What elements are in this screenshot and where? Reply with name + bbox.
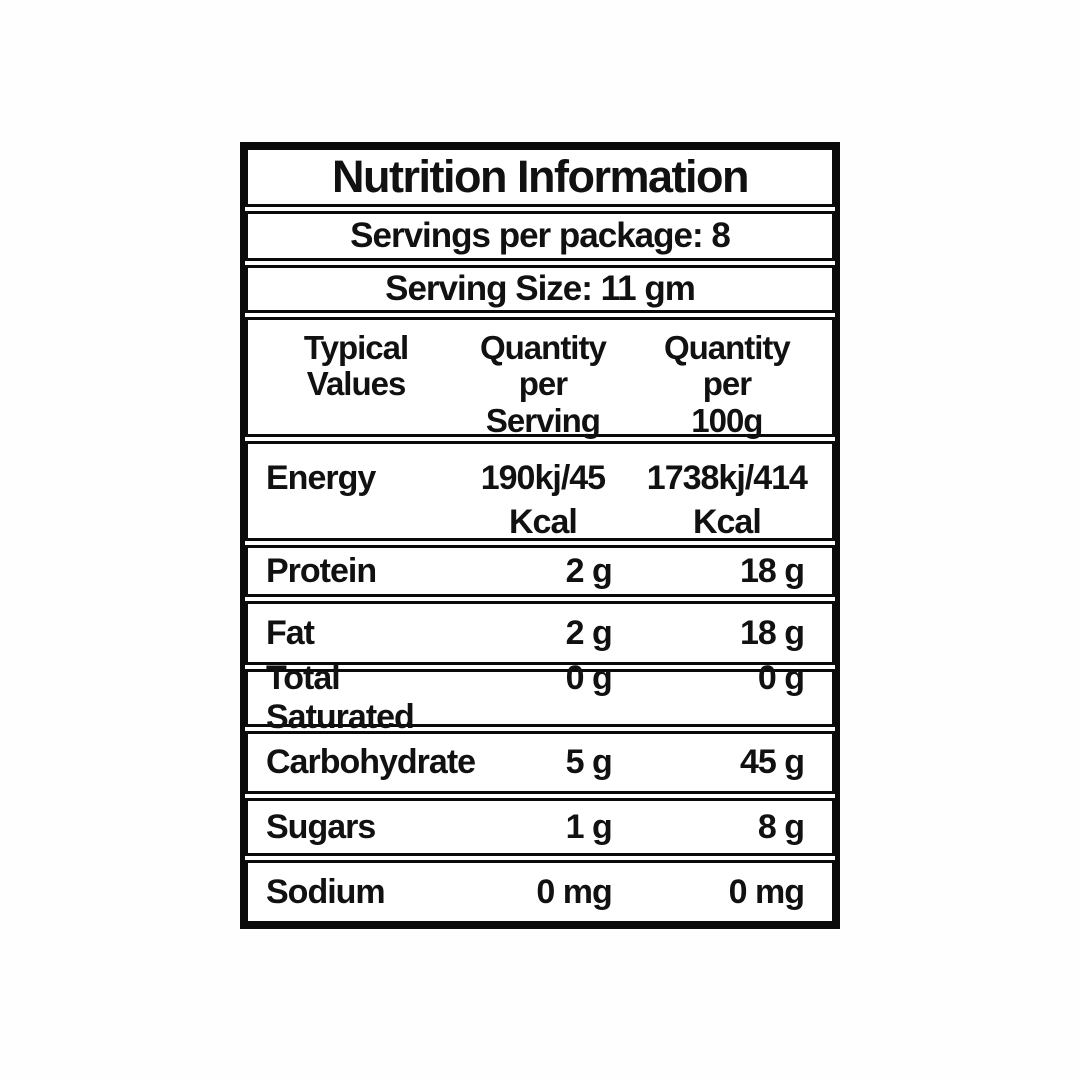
energy-per-100g: 1738kj/414 Kcal: [646, 459, 808, 542]
total-saturated-per-100g: 0 g: [757, 659, 805, 697]
title-row: Nutrition Information: [245, 147, 835, 207]
label-title: Nutrition Information: [332, 151, 749, 202]
servings-per-package-row: Servings per package: 8: [245, 211, 835, 261]
row-energy: Energy 190kj/45 Kcal 1738kj/414 Kcal: [245, 441, 835, 541]
header-typical-values: Typical Values: [303, 329, 409, 403]
row-protein: Protein 2 g 18 g: [245, 545, 835, 597]
row-sugars: Sugars 1 g 8 g: [245, 798, 835, 856]
carbohydrate-per-100g: 45 g: [739, 743, 805, 781]
row-total-saturated: Total Saturated 0 g 0 g: [245, 659, 835, 736]
serving-size-row: Serving Size: 11 gm: [245, 265, 835, 313]
carbohydrate-name: Carbohydrate: [266, 743, 476, 781]
header-quantity-per-serving: Quantity per Serving: [479, 329, 607, 439]
fat-per-serving: 2 g: [565, 613, 613, 652]
protein-per-100g: 18 g: [739, 551, 805, 590]
serving-size-text: Serving Size: 11 gm: [385, 269, 696, 308]
carbohydrate-per-serving: 5 g: [565, 743, 613, 781]
column-header-row: Typical Values Quantity per Serving Quan…: [245, 317, 835, 439]
row-energy-cells: Energy 190kj/45 Kcal 1738kj/414 Kcal: [248, 456, 832, 544]
sodium-name: Sodium: [266, 872, 386, 911]
row-fat: Fat 2 g 18 g: [245, 601, 835, 665]
header-quantity-per-100g: Quantity per 100g: [663, 329, 791, 439]
nutrition-label: Nutrition Information Servings per packa…: [240, 142, 840, 929]
sugars-per-serving: 1 g: [565, 807, 613, 846]
protein-name: Protein: [266, 551, 377, 590]
row-carbohydrate: Carbohydrate 5 g 45 g: [245, 731, 835, 794]
total-saturated-name: Total Saturated: [266, 659, 415, 736]
sodium-per-serving: 0 mg: [536, 872, 612, 911]
total-saturated-per-serving: 0 g: [565, 659, 613, 697]
sugars-per-100g: 8 g: [757, 807, 805, 846]
sodium-per-100g: 0 mg: [728, 872, 805, 911]
servings-per-package-text: Servings per package: 8: [350, 216, 731, 255]
energy-name: Energy: [266, 459, 376, 497]
fat-per-100g: 18 g: [739, 613, 805, 652]
column-header-cells: Typical Values Quantity per Serving Quan…: [248, 329, 832, 439]
protein-per-serving: 2 g: [565, 551, 613, 590]
energy-per-serving: 190kj/45 Kcal: [480, 459, 606, 542]
row-sodium: Sodium 0 mg 0 mg: [245, 860, 835, 924]
fat-name: Fat: [266, 613, 315, 652]
sugars-name: Sugars: [266, 807, 376, 846]
